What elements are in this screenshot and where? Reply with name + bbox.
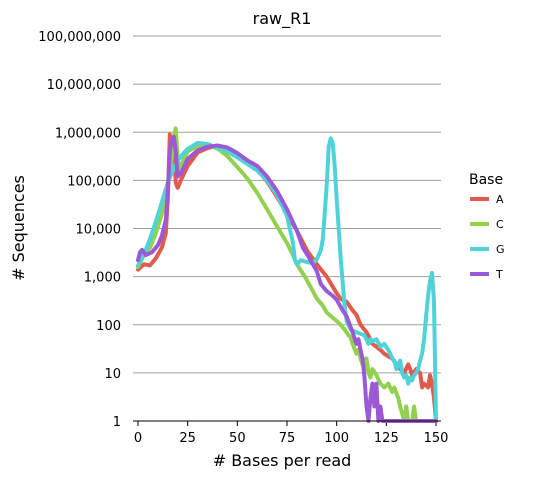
y-tick-label: 10 — [104, 367, 121, 382]
x-tick-label: 150 — [424, 431, 449, 446]
x-axis-ticks: 0 25 50 75 100 125 150 — [134, 421, 449, 446]
series-lines — [136, 126, 438, 423]
x-tick-label: 100 — [324, 431, 349, 446]
y-axis-label: # Sequences — [9, 175, 28, 281]
y-tick-label: 100,000,000 — [38, 30, 121, 45]
legend-label-T: T — [495, 268, 503, 281]
y-tick-label: 10,000,000 — [47, 78, 121, 93]
legend-title: Base — [469, 172, 503, 188]
series-line-G — [136, 136, 438, 423]
y-tick-label: 1,000,000 — [55, 126, 121, 141]
series-line-A — [136, 132, 438, 423]
x-tick-label: 25 — [179, 431, 196, 446]
grid-lines — [133, 35, 441, 374]
legend-label-C: C — [496, 218, 504, 231]
series-line-T — [136, 134, 438, 423]
x-tick-label: 125 — [374, 431, 399, 446]
y-tick-label: 100 — [96, 319, 121, 334]
x-tick-label: 0 — [134, 431, 142, 446]
x-axis-label: # Bases per read — [213, 451, 352, 470]
chart-title: raw_R1 — [253, 9, 312, 29]
legend-label-A: A — [496, 193, 504, 206]
y-tick-label: 1 — [113, 415, 121, 430]
x-tick-label: 75 — [279, 431, 296, 446]
legend-label-G: G — [496, 243, 505, 256]
y-tick-label: 1,000 — [84, 271, 121, 286]
y-tick-label: 100,000 — [67, 174, 121, 189]
y-tick-label: 10,000 — [76, 223, 122, 238]
x-tick-label: 50 — [229, 431, 246, 446]
y-axis-ticks: 1 10 100 1,000 10,000 100,000 1,000,000 10,000,… — [38, 30, 121, 430]
